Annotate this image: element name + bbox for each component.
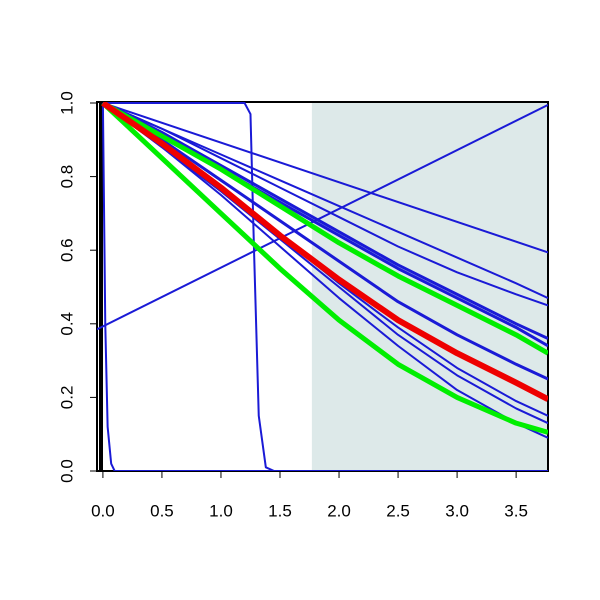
series-line	[101, 102, 548, 402]
x-tick-label: 1.0	[209, 501, 233, 520]
y-tick-label: 1.0	[57, 91, 76, 115]
y-tick-label: 0.4	[57, 312, 76, 336]
x-tick-label: 3.0	[445, 501, 469, 520]
y-tick-label: 0.8	[57, 165, 76, 189]
x-tick-label: 2.0	[327, 501, 351, 520]
x-tick-label: 1.5	[268, 501, 292, 520]
x-tick-label: 0.0	[91, 501, 115, 520]
series-line	[101, 102, 548, 435]
series-line	[102, 102, 548, 340]
series-line	[101, 102, 548, 471]
series-line	[102, 102, 548, 299]
series-line	[97, 103, 548, 331]
series-line	[102, 102, 548, 254]
y-tick-label: 0.2	[57, 386, 76, 410]
y-tick-label: 0.6	[57, 238, 76, 262]
x-tick-label: 3.5	[504, 501, 528, 520]
y-tick-label: 0.0	[57, 459, 76, 483]
series-line	[102, 102, 548, 381]
series-line	[102, 102, 548, 307]
series-line	[101, 102, 548, 356]
series-group	[97, 102, 548, 471]
x-tick-label: 0.5	[150, 501, 174, 520]
x-tick-label: 2.5	[386, 501, 410, 520]
